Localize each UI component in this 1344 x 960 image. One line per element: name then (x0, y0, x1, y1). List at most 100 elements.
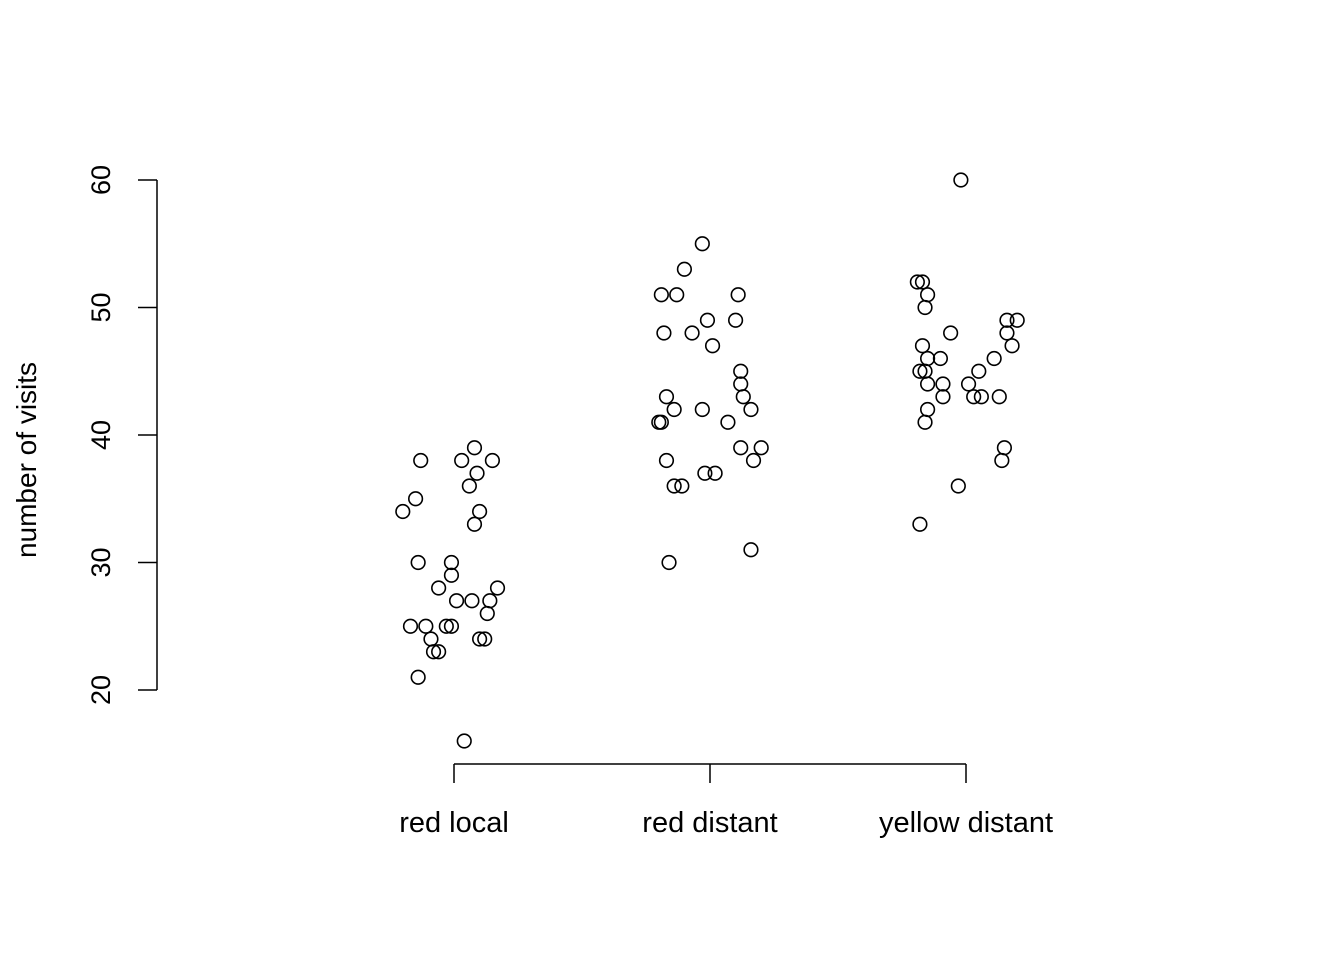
series-yellow-distant (909, 172, 1025, 532)
data-point (464, 593, 480, 609)
data-point (994, 452, 1010, 469)
data-point (656, 325, 672, 341)
data-point (996, 440, 1013, 456)
y-axis: 20 30 40 50 60 (86, 165, 158, 705)
data-point (919, 350, 936, 367)
data-point (697, 465, 713, 481)
data-point (753, 440, 769, 456)
y-tick-label: 30 (86, 547, 116, 577)
data-point (919, 376, 936, 392)
data-point (676, 261, 693, 277)
data-point (402, 618, 419, 634)
data-point (443, 554, 460, 571)
data-point (919, 287, 936, 303)
data-point (423, 631, 439, 647)
data-point (443, 567, 460, 583)
data-point (479, 605, 495, 622)
data-point (973, 389, 989, 405)
data-point (448, 593, 465, 609)
data-point (743, 542, 759, 558)
data-point (461, 478, 477, 494)
data-point (484, 452, 501, 469)
data-point (707, 465, 723, 481)
data-point (653, 287, 669, 303)
data-point (735, 389, 751, 405)
x-tick-label: red distant (642, 807, 777, 839)
data-point (730, 287, 746, 303)
data-point (986, 350, 1002, 367)
data-point (727, 312, 744, 328)
data-point (917, 414, 933, 430)
data-point (666, 478, 682, 494)
data-point (454, 452, 470, 469)
data-point (472, 503, 488, 520)
data-point (917, 299, 933, 316)
data-point (666, 401, 682, 418)
data-point (482, 593, 498, 609)
series-red-local (395, 440, 506, 749)
data-point (733, 363, 749, 379)
data-point (469, 465, 485, 481)
data-point (694, 236, 710, 252)
data-point (720, 414, 736, 430)
data-point (408, 491, 424, 507)
data-point (699, 312, 716, 328)
data-point (418, 618, 434, 634)
data-point (1004, 338, 1020, 354)
data-point (489, 580, 506, 596)
y-tick-label: 20 (86, 675, 116, 705)
data-point (966, 389, 982, 405)
data-point (953, 172, 969, 188)
y-tick-label: 40 (86, 420, 116, 450)
data-point (684, 325, 700, 341)
data-point (651, 414, 667, 430)
data-point (999, 325, 1015, 341)
data-points (395, 172, 1025, 749)
data-point (935, 389, 951, 405)
data-point (443, 618, 460, 634)
data-point (950, 478, 966, 494)
y-axis-title: number of visits (11, 362, 42, 558)
data-point (943, 325, 959, 341)
y-tick-label: 50 (86, 292, 116, 322)
data-point (991, 389, 1007, 405)
data-point (425, 644, 442, 660)
data-point (466, 516, 483, 532)
data-point (919, 401, 936, 418)
data-point (914, 338, 931, 354)
data-point (733, 376, 749, 392)
data-point (472, 631, 488, 647)
x-axis: red local red distant yellow distant (399, 763, 1053, 839)
data-point (743, 401, 759, 418)
series-red-distant (651, 236, 769, 571)
data-point (912, 516, 928, 532)
data-point (999, 312, 1015, 328)
data-point (669, 287, 685, 303)
data-point (932, 350, 949, 367)
data-point (456, 733, 472, 749)
data-point (410, 554, 426, 571)
data-point (909, 274, 925, 290)
data-point (661, 554, 677, 571)
data-point (914, 274, 931, 290)
data-point (413, 452, 429, 469)
data-point (935, 376, 951, 392)
x-tick-label: yellow distant (879, 807, 1053, 839)
data-point (466, 440, 483, 456)
data-point (431, 580, 447, 596)
data-point (745, 452, 762, 469)
data-point (395, 503, 411, 520)
data-point (694, 401, 710, 418)
data-point (704, 338, 721, 354)
data-point (410, 669, 426, 685)
data-point (960, 376, 977, 392)
data-point (477, 631, 493, 647)
data-point (971, 363, 987, 379)
data-point (674, 478, 690, 494)
data-point (438, 618, 454, 634)
data-point (431, 644, 447, 660)
data-point (912, 363, 928, 379)
data-point (1009, 312, 1025, 328)
data-point (658, 452, 675, 469)
data-point (733, 440, 749, 456)
